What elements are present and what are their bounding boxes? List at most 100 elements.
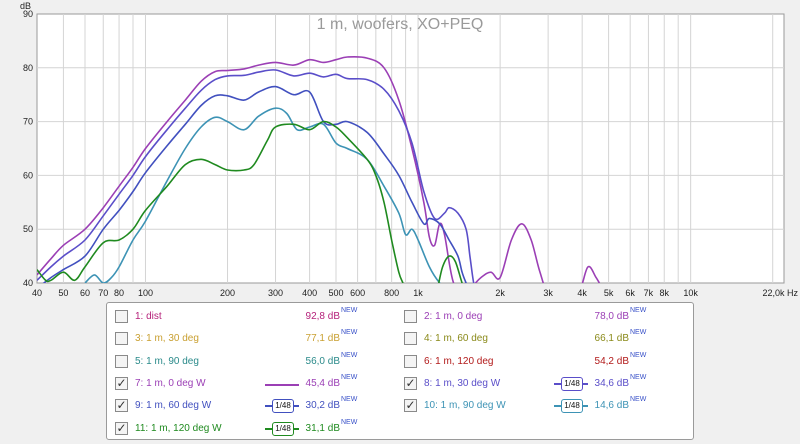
- legend-panel: 1: dist 92,8 dB NEW 2: 1 m, 0 deg 78,0 dB NEW…: [106, 302, 694, 440]
- x-tick-label: 100: [138, 288, 153, 298]
- y-tick-label: 80: [23, 63, 33, 73]
- ticks: 40 50 60 70 80 90 40 50 60 70 80 100 200 300 400 500 600…: [23, 9, 799, 298]
- x-tick-label: 500: [328, 288, 343, 298]
- curves: [37, 55, 601, 283]
- legend-item-1[interactable]: 1: dist 92,8 dB NEW: [115, 307, 405, 329]
- x-tick-label: 2k: [495, 288, 505, 298]
- frequency-response-plot: 40 50 60 70 80 90 40 50 60 70 80 100 200 300 400 500 600…: [20, 1, 799, 298]
- legend-item-5[interactable]: 5: 1 m, 90 deg 56,0 dB NEW: [115, 352, 405, 374]
- series-line-4: [84, 107, 441, 283]
- smoothing-label: 1/48: [561, 399, 583, 414]
- legend-checkbox[interactable]: ✓: [404, 375, 417, 390]
- legend-checkbox[interactable]: ✓: [404, 398, 417, 413]
- y-tick-label: 40: [23, 278, 33, 288]
- legend-value: 54,2 dB: [594, 355, 629, 367]
- legend-value: 31,1 dB: [305, 422, 340, 434]
- x-tick-label: 300: [268, 288, 283, 298]
- smoothing-label: 1/48: [272, 421, 294, 436]
- y-tick-label: 60: [23, 170, 33, 180]
- new-badge: NEW: [341, 307, 358, 314]
- series-line-2: [37, 69, 475, 283]
- series-line-5: [37, 120, 404, 283]
- legend-label: 10: 1 m, 90 deg W: [424, 400, 506, 412]
- new-badge: NEW: [341, 418, 358, 426]
- legend-label: 3: 1 m, 30 deg: [135, 333, 199, 345]
- legend-value: 77,1 dB: [305, 333, 340, 345]
- legend-item-3[interactable]: 3: 1 m, 30 deg 77,1 dB NEW: [115, 329, 405, 351]
- legend-label: 6: 1 m, 120 deg: [424, 355, 494, 367]
- legend-value: 30,2 dB: [305, 400, 340, 412]
- legend-value: 56,0 dB: [305, 355, 340, 367]
- legend-checkbox[interactable]: [404, 310, 417, 323]
- series-line-6: [437, 255, 463, 283]
- legend-value: 45,4 dB: [305, 377, 340, 389]
- legend-label: 5: 1 m, 90 deg: [135, 355, 199, 367]
- smoothing-badge[interactable]: 1/48: [265, 421, 299, 436]
- x-tick-label: 10k: [683, 288, 698, 298]
- x-tick-label: 22,0k Hz: [762, 288, 798, 298]
- new-badge: NEW: [341, 351, 358, 359]
- legend-label: 2: 1 m, 0 deg: [424, 311, 483, 322]
- legend-item-11[interactable]: ✓ 11: 1 m, 120 deg W 1/48 31,1 dB NEW: [115, 419, 405, 441]
- new-badge: NEW: [630, 351, 647, 359]
- legend-item-7[interactable]: ✓ 7: 1 m, 0 deg W 45,4 dB NEW: [115, 374, 405, 396]
- new-badge: NEW: [630, 396, 647, 404]
- legend-value: 78,0 dB: [594, 311, 629, 322]
- plot-area: [36, 13, 785, 284]
- legend-value: 34,6 dB: [594, 377, 629, 389]
- series-line-1: [37, 55, 601, 283]
- legend-label: 11: 1 m, 120 deg W: [135, 422, 222, 434]
- legend-item-9[interactable]: ✓ 9: 1 m, 60 deg W 1/48 30,2 dB NEW: [115, 396, 405, 418]
- legend-checkbox[interactable]: ✓: [115, 398, 128, 413]
- legend-value: 66,1 dB: [594, 333, 629, 345]
- smoothing-badge[interactable]: 1/48: [554, 376, 588, 391]
- new-badge: NEW: [341, 396, 358, 404]
- y-tick-label: 50: [23, 224, 33, 234]
- legend-checkbox[interactable]: [115, 332, 128, 346]
- legend-checkbox[interactable]: [115, 310, 128, 323]
- legend-item-2[interactable]: 2: 1 m, 0 deg 78,0 dB NEW: [404, 307, 694, 329]
- legend-value: 14,6 dB: [594, 400, 629, 412]
- smoothing-badge[interactable]: 1/48: [265, 399, 299, 414]
- legend-label: 7: 1 m, 0 deg W: [135, 377, 206, 389]
- grid: [37, 14, 784, 283]
- legend-label: 4: 1 m, 60 deg: [424, 333, 488, 345]
- legend-checkbox[interactable]: ✓: [115, 420, 128, 435]
- new-badge: NEW: [630, 307, 647, 314]
- new-badge: NEW: [630, 329, 647, 337]
- x-tick-label: 1k: [413, 288, 423, 298]
- new-badge: NEW: [341, 329, 358, 337]
- legend-checkbox[interactable]: [115, 354, 128, 368]
- legend-item-8[interactable]: ✓ 8: 1 m, 30 deg W 1/48 34,6 dB NEW: [404, 374, 694, 396]
- chart-title: 1 m, woofers, XO+PEQ: [317, 16, 484, 33]
- x-tick-label: 50: [58, 288, 68, 298]
- new-badge: NEW: [341, 373, 358, 381]
- y-tick-label: 70: [23, 117, 33, 127]
- x-tick-label: 800: [384, 288, 399, 298]
- legend-checkbox[interactable]: [404, 332, 417, 346]
- x-tick-label: 70: [98, 288, 108, 298]
- x-tick-label: 8k: [659, 288, 669, 298]
- new-badge: NEW: [630, 373, 647, 381]
- legend-label: 8: 1 m, 30 deg W: [424, 377, 501, 389]
- legend-value: 92,8 dB: [305, 311, 340, 322]
- x-tick-label: 5k: [604, 288, 614, 298]
- x-tick-label: 3k: [543, 288, 553, 298]
- x-tick-label: 7k: [644, 288, 654, 298]
- legend-item-4[interactable]: 4: 1 m, 60 deg 66,1 dB NEW: [404, 329, 694, 351]
- smoothing-badge[interactable]: 1/48: [554, 399, 588, 414]
- y-axis-label: dB: [20, 1, 31, 11]
- legend-item-6[interactable]: 6: 1 m, 120 deg 54,2 dB NEW: [404, 352, 694, 374]
- legend-line-swatch: [265, 383, 299, 386]
- smoothing-label: 1/48: [561, 376, 583, 391]
- smoothing-label: 1/48: [272, 399, 294, 414]
- legend-checkbox[interactable]: ✓: [115, 375, 128, 390]
- x-tick-label: 4k: [577, 288, 587, 298]
- legend-label: 1: dist: [135, 311, 162, 322]
- x-tick-label: 600: [350, 288, 365, 298]
- y-tick-label: 90: [23, 9, 33, 19]
- legend-checkbox[interactable]: [404, 354, 417, 368]
- legend-item-10[interactable]: ✓ 10: 1 m, 90 deg W 1/48 14,6 dB NEW: [404, 396, 694, 418]
- x-tick-label: 40: [32, 288, 42, 298]
- x-tick-label: 200: [220, 288, 235, 298]
